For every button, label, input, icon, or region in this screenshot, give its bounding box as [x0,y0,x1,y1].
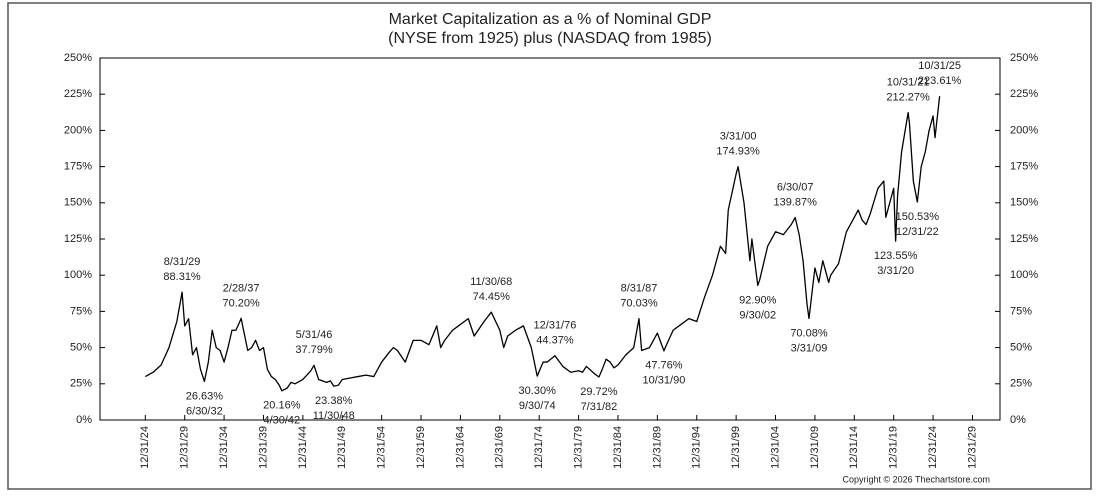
chart-subtitle: (NYSE from 1925) plus (NASDAQ from 1985) [388,30,712,47]
y-tick-label: 225% [64,88,92,100]
x-tick-label: 12/31/14 [848,426,860,469]
x-tick-label: 12/31/69 [494,426,506,469]
annotation-value: 20.16% [263,400,301,412]
annotation-value: 29.72% [580,386,618,398]
annotation-value: 70.20% [222,297,260,309]
y2-tick-label: 100% [1010,269,1038,281]
x-tick-label: 12/31/24 [927,426,939,469]
frame [7,2,1092,490]
annotation-value: 23.38% [315,395,353,407]
y2-tick-label: 50% [1010,342,1032,354]
y2-tick-label: 150% [1010,197,1038,209]
y-tick-label: 200% [64,124,92,136]
x-tick-label: 12/31/44 [297,426,309,469]
annotation-value: 70.03% [620,298,658,310]
annotation-date: 8/31/87 [621,283,658,295]
chart-title: Market Capitalization as a % of Nominal … [389,11,712,28]
x-tick-label: 12/31/19 [888,426,900,469]
annotation-date: 3/31/20 [877,265,914,277]
y2-tick-label: 75% [1010,305,1032,317]
annotation-value: 150.53% [896,211,940,223]
annotation-value: 44.37% [536,335,574,347]
x-tick-label: 12/31/64 [454,426,466,469]
x-tick-label: 12/31/99 [730,426,742,469]
annotation-date: 5/31/46 [296,329,333,341]
annotation-date: 12/31/76 [534,320,577,332]
annotation-value: 123.55% [874,250,918,262]
y-tick-label: 75% [70,305,92,317]
x-tick-label: 12/31/29 [179,426,191,469]
x-tick-label: 12/31/54 [376,426,388,469]
annotation-date: 9/30/02 [739,309,776,321]
y2-tick-label: 250% [1010,52,1038,64]
line [145,96,941,392]
annotation-date: 6/30/07 [777,181,814,193]
x-tick-label: 12/31/29 [966,426,978,469]
annotation-value: 92.90% [739,294,777,306]
annotation-value: 139.87% [773,196,817,208]
annotation-date: 9/30/74 [519,400,556,412]
x-tick-label: 12/31/74 [533,426,545,469]
x-tick-label: 12/31/79 [572,426,584,469]
y-tick-label: 175% [64,161,92,173]
annotation-value: 47.76% [645,360,683,372]
annotation-date: 10/31/21 [887,77,930,89]
annotation-value: 223.61% [918,75,962,87]
plot-frame [99,57,1001,421]
x-tick-label: 12/31/39 [257,426,269,469]
x-tick-label: 12/31/04 [769,426,781,469]
annotation-value: 88.31% [163,271,201,283]
annotation-date: 3/31/00 [720,131,757,143]
y-tick-label: 100% [64,269,92,281]
annotation-value: 74.45% [473,291,511,303]
y2-tick-label: 125% [1010,233,1038,245]
y2-tick-label: 200% [1010,124,1038,136]
x-tick-label: 12/31/89 [651,426,663,469]
annotation-value: 37.79% [295,344,333,356]
y-tick-label: 0% [76,414,92,426]
annotation-value: 26.63% [186,390,224,402]
annotation-date: 8/31/29 [164,256,201,268]
y-tick-label: 125% [64,233,92,245]
x-tick-label: 12/31/59 [415,426,427,469]
annotation-value: 212.27% [886,92,930,104]
y2-tick-label: 225% [1010,88,1038,100]
annotation-date: 7/31/82 [581,401,618,413]
copyright: Copyright © 2026 Thechartstore.com [842,474,990,484]
annotation-value: 70.08% [790,327,828,339]
annotation-date: 11/30/48 [313,410,355,422]
x-tick-label: 12/31/24 [139,426,151,469]
annotation-date: 11/30/68 [470,276,512,288]
annotation-date: 12/31/22 [896,226,939,238]
annotation-date: 3/31/09 [791,342,828,354]
y-tick-label: 250% [64,52,92,64]
annotation-date: 10/31/90 [643,375,686,387]
annotation-date: 2/28/37 [223,282,260,294]
x-tick-label: 12/31/84 [612,426,624,469]
y2-tick-label: 25% [1010,378,1032,390]
y2-tick-label: 175% [1010,161,1038,173]
y-tick-label: 50% [70,342,92,354]
x-tick-label: 12/31/49 [336,426,348,469]
x-tick-label: 12/31/34 [218,426,230,469]
annotation-value: 30.30% [519,385,557,397]
x-tick-label: 12/31/94 [691,426,703,469]
annotation-value: 174.93% [716,146,760,158]
y2-tick-label: 0% [1010,414,1026,426]
y-tick-label: 25% [70,378,92,390]
annotation-date: 6/30/32 [186,405,223,417]
y-tick-label: 150% [64,197,92,209]
annotation-date: 10/31/25 [918,60,961,72]
annotation-date: 4/30/42 [263,415,300,427]
x-tick-label: 12/31/09 [809,426,821,469]
